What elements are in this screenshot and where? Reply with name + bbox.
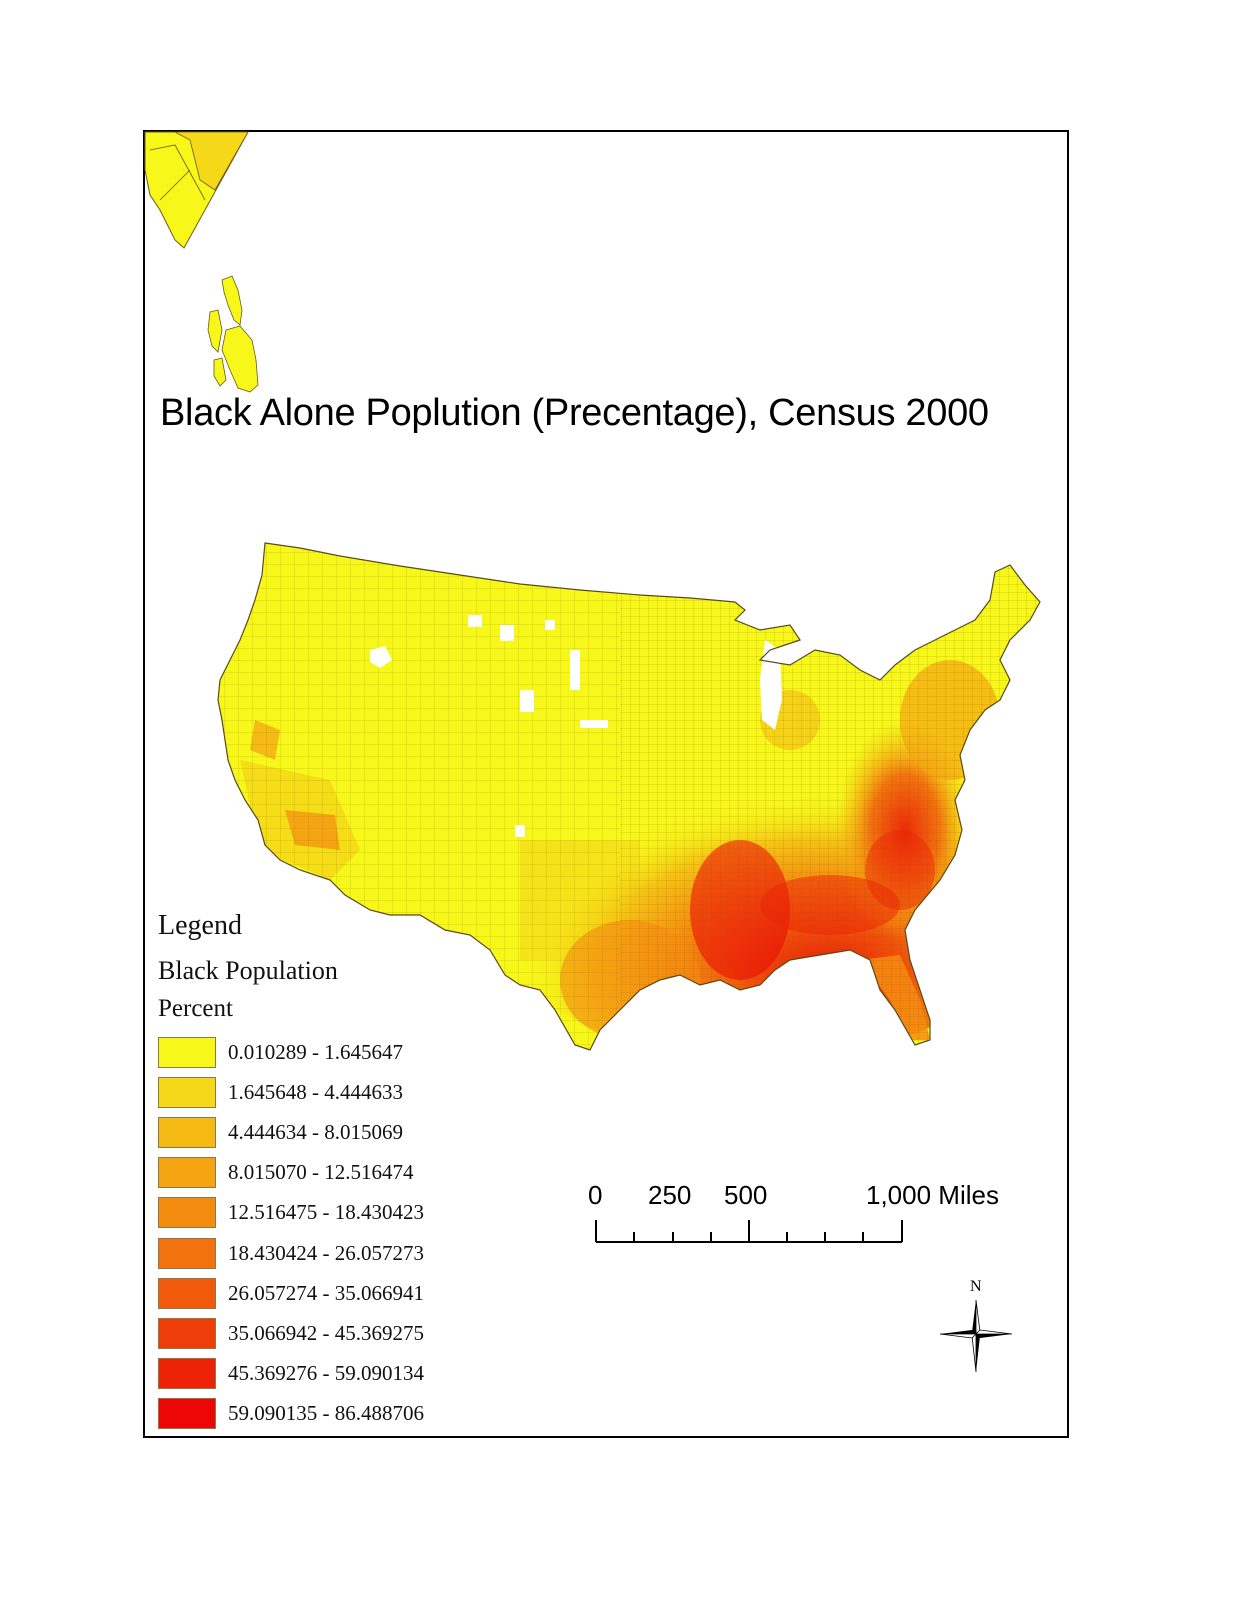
legend-swatch (158, 1398, 216, 1430)
legend-class-label: 18.430424 - 26.057273 (228, 1240, 424, 1265)
scale-label-500: 500 (724, 1180, 768, 1210)
north-arrow: N (936, 1278, 1016, 1374)
legend-class-row: 12.516475 - 18.430423 (158, 1193, 424, 1233)
legend-class-row: 26.057274 - 35.066941 (158, 1273, 424, 1313)
scale-bar: 0 250 500 1,000 Miles (588, 1180, 1028, 1250)
legend-class-row: 18.430424 - 26.057273 (158, 1233, 424, 1273)
legend-layer-name: Black Population (158, 956, 338, 985)
legend-swatch (158, 1277, 216, 1309)
scale-label-1000: 1,000 Miles (866, 1180, 999, 1210)
legend-class-row: 45.369276 - 59.090134 (158, 1354, 424, 1394)
legend-swatch (158, 1076, 216, 1108)
legend-class-label: 4.444634 - 8.015069 (228, 1119, 403, 1144)
legend-class-row: 1.645648 - 4.444633 (158, 1072, 424, 1112)
legend-swatch (158, 1358, 216, 1390)
legend-swatch (158, 1157, 216, 1189)
legend-class-label: 1.645648 - 4.444633 (228, 1079, 403, 1104)
legend: Legend Black Population Percent 0.010289… (158, 910, 424, 1434)
legend-field-name: Percent (158, 995, 233, 1022)
north-label: N (970, 1278, 982, 1295)
legend-class-row: 8.015070 - 12.516474 (158, 1153, 424, 1193)
legend-class-label: 45.369276 - 59.090134 (228, 1361, 424, 1386)
legend-class-label: 8.015070 - 12.516474 (228, 1160, 414, 1185)
map-title: Black Alone Poplution (Precentage), Cens… (160, 392, 989, 434)
legend-class-row: 4.444634 - 8.015069 (158, 1112, 424, 1152)
legend-class-label: 0.010289 - 1.645647 (228, 1039, 403, 1064)
legend-title: Legend (158, 910, 242, 941)
legend-class-label: 35.066942 - 45.369275 (228, 1320, 424, 1345)
scale-bar-ticks (595, 1220, 903, 1243)
legend-swatch (158, 1317, 216, 1349)
scale-label-250: 250 (648, 1180, 692, 1210)
legend-class-row: 0.010289 - 1.645647 (158, 1032, 424, 1072)
alaska-panhandle-islands (207, 275, 259, 393)
legend-class-label: 12.516475 - 18.430423 (228, 1200, 424, 1225)
legend-swatch (158, 1237, 216, 1269)
legend-swatch (158, 1116, 216, 1148)
legend-class-row: 35.066942 - 45.369275 (158, 1313, 424, 1353)
legend-class-label: 59.090135 - 86.488706 (228, 1401, 424, 1426)
scale-label-0: 0 (588, 1180, 603, 1210)
legend-swatch (158, 1197, 216, 1229)
legend-swatch (158, 1036, 216, 1068)
legend-class-label: 26.057274 - 35.066941 (228, 1280, 424, 1305)
compass-star-icon (939, 1299, 1013, 1373)
legend-class-row: 59.090135 - 86.488706 (158, 1394, 424, 1434)
